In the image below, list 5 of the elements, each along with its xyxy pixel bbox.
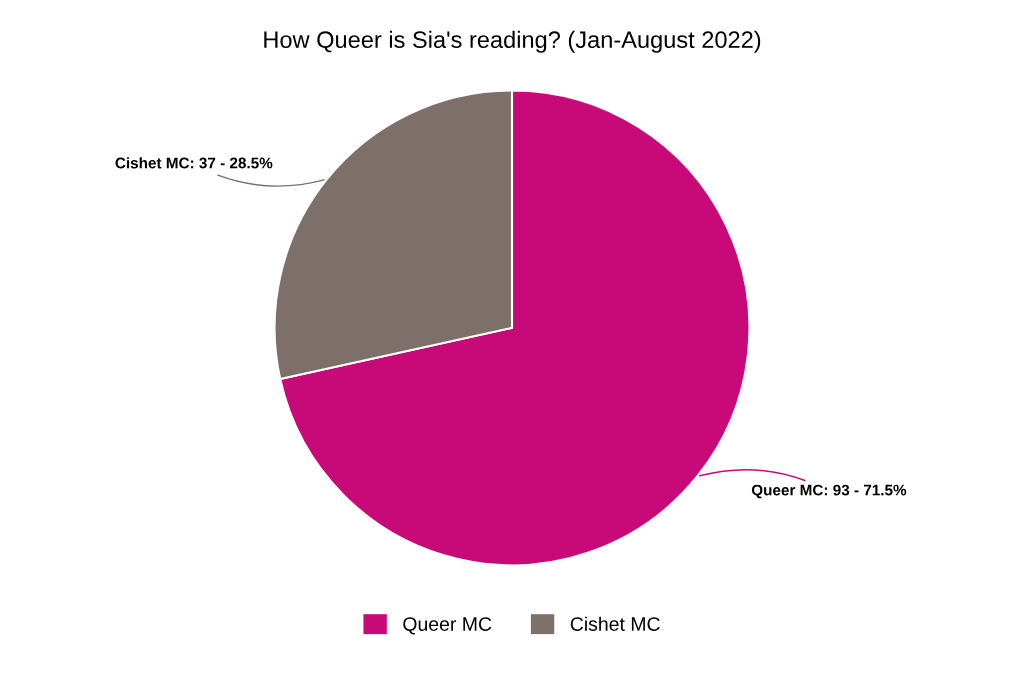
data-label: Queer MC: 93 - 71.5% [751,484,907,499]
legend-label: Cishet MC [570,616,660,631]
chart-title: How Queer is Sia's reading? (Jan-August 2022) [264,30,761,53]
legend-label: Queer MC [403,617,492,635]
data-label: Cishet MC: 37 - 28.5% [115,157,273,169]
